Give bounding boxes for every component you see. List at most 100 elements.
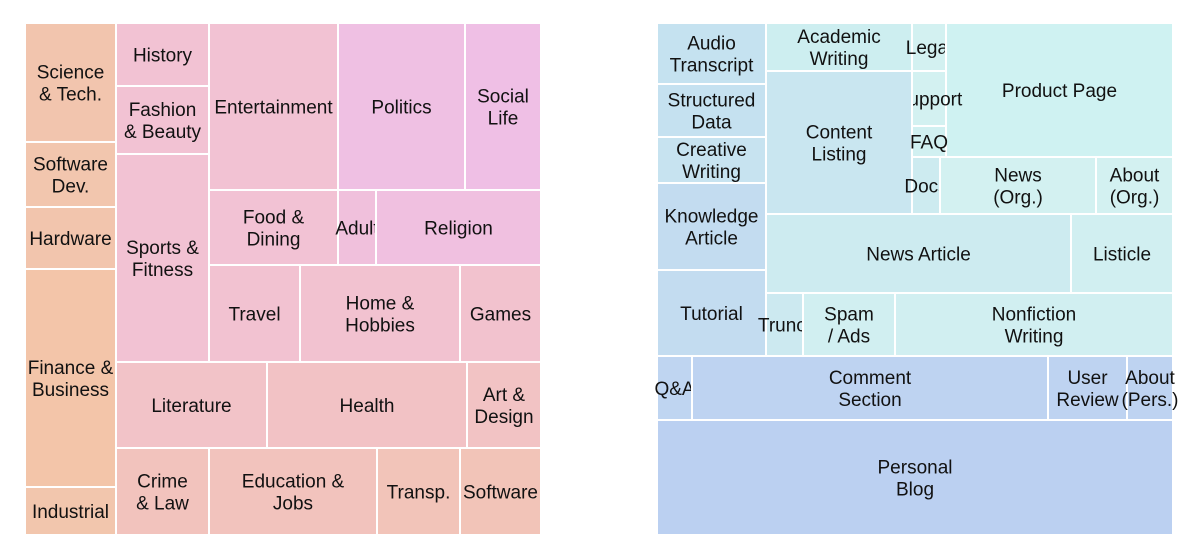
cell-news-org: News (Org.) [939,156,1097,215]
cell-knowledge-article-label: Knowledge Article [664,207,758,250]
cell-literature-rect [115,361,268,449]
cell-creative-writing-label-line: Writing [682,162,741,183]
cell-history-label: History [133,46,193,67]
cell-spam-ads-label-line: / Ads [828,327,870,348]
cell-product-page: Product Page [945,22,1174,158]
cell-travel-label-line: Travel [228,305,280,326]
cell-audio-transcript-label: Audio Transcript [670,34,754,77]
cell-home-and-hobbies-label-line: Home & [346,294,415,315]
cell-news-org-label: News (Org.) [993,166,1043,209]
cell-content-listing-label-line: Content [806,123,873,144]
cell-religion-rect [375,189,542,266]
cell-adult-label: Adult [335,219,379,240]
cell-knowledge-article-label-line: Knowledge [664,207,758,228]
cell-crime-and-law-label: Crime & Law [136,472,189,515]
cell-creative-writing-label: Creative Writing [676,140,747,183]
cell-spam-ads-label-line: Spam [824,305,874,326]
cell-content-listing: Content Listing [765,70,913,215]
cell-sports-and-fitness: Sports & Fitness [115,153,210,363]
cell-product-page-label-line: Product Page [1002,81,1117,102]
cell-art-and-design-label-line: Design [474,407,533,428]
cell-personal-blog-label-line: Personal [878,458,953,479]
cell-knowledge-article-rect [656,182,767,271]
cell-audio-transcript: Audio Transcript [656,22,767,85]
cell-education-and-jobs-label: Education & Jobs [242,472,345,515]
cell-software-dev-label-line: Software [33,155,108,176]
cell-user-review: User Review [1047,355,1128,421]
cell-health: Health [266,361,468,449]
cell-news-article-label: News Article [866,245,971,266]
cell-about-org: About (Org.) [1095,156,1174,215]
cell-nonfiction-writing-label-line: Nonfiction [992,305,1077,326]
cell-nonfiction-writing-label: Nonfiction Writing [992,305,1077,348]
cell-structured-data-label-line: Data [691,113,732,134]
cell-travel: Travel [208,264,301,363]
cell-news-article-rect [765,213,1072,294]
cell-health-rect [266,361,468,449]
cell-qanda: Q&A [654,355,695,421]
cell-legal: Legal [906,22,952,72]
cell-nonfiction-writing-label-line: Writing [1005,327,1064,348]
cell-academic-writing-rect [765,22,913,72]
cell-politics: Politics [337,22,466,191]
cell-science-and-tech-label-line: Science [37,63,105,84]
cell-audio-transcript-label-line: Transcript [670,56,754,77]
cell-tutorial-label: Tutorial [680,304,743,325]
cell-fashion-and-beauty-label-line: & Beauty [124,122,202,143]
cell-food-and-dining: Food & Dining [208,189,339,266]
cell-creative-writing: Creative Writing [656,136,767,184]
cell-finance-and-business-label-line: Finance & [28,358,114,379]
cell-nonfiction-writing-rect [894,292,1174,357]
cell-docs-label-line: Docs [904,177,947,198]
cell-comment-section-label-line: Section [838,390,901,411]
cell-hardware-label: Hardware [29,229,111,250]
cell-adult: Adult [335,189,379,266]
cell-crime-and-law: Crime & Law [115,447,210,536]
cell-science-and-tech-rect [24,22,117,143]
cell-audio-transcript-rect [656,22,767,85]
cell-comment-section: Comment Section [691,355,1049,421]
cell-personal-blog: Personal Blog [656,419,1174,536]
cell-about-pers: About (Pers.) [1122,355,1179,421]
cell-industrial-label-line: Industrial [32,502,109,523]
cell-games-rect [459,264,542,363]
cell-fashion-and-beauty-label-line: Fashion [129,100,197,121]
cell-software-dev: Software Dev. [24,141,117,208]
cell-tutorial-label-line: Tutorial [680,304,743,325]
cell-structured-data-label-line: Structured [668,91,756,112]
cell-about-pers-rect [1126,355,1174,421]
cell-structured-data-label: Structured Data [668,91,756,134]
cell-politics-label-line: Politics [371,98,431,119]
cell-listicle-rect [1070,213,1174,294]
cell-comment-section-rect [691,355,1049,421]
cell-listicle-label-line: Listicle [1093,245,1151,266]
cell-user-review-label-line: User [1067,368,1108,389]
cell-entertainment-label-line: Entertainment [214,98,333,119]
cell-history-rect [115,22,210,87]
cell-faq-rect [911,125,947,158]
cell-crime-and-law-label-line: & Law [136,494,189,515]
cell-faq-label: FAQ [910,133,948,154]
cell-education-and-jobs-label-line: Education & [242,472,345,493]
cell-docs: Docs [904,156,948,215]
cell-software-rect [459,447,542,536]
cell-food-and-dining-label-line: Dining [247,230,301,251]
cell-hardware-label-line: Hardware [29,229,111,250]
cell-hardware: Hardware [24,206,117,270]
cell-education-and-jobs-label-line: Jobs [273,494,313,515]
cell-home-and-hobbies: Home & Hobbies [299,264,461,363]
cell-finance-and-business: Finance & Business [24,268,117,488]
cell-about-org-label: About (Org.) [1110,166,1160,209]
cell-user-review-label: User Review [1056,368,1119,411]
cell-transp-label-line: Transp. [387,483,451,504]
cell-health-label-line: Health [340,396,395,417]
cell-personal-blog-label-line: Blog [896,480,934,501]
cell-travel-label: Travel [228,305,280,326]
cell-literature-label-line: Literature [151,396,231,417]
cell-literature-label: Literature [151,396,231,417]
cell-software: Software [459,447,542,536]
cell-social-life-label-line: Life [488,109,519,130]
cell-adult-label-line: Adult [335,219,379,240]
cell-listicle: Listicle [1070,213,1174,294]
